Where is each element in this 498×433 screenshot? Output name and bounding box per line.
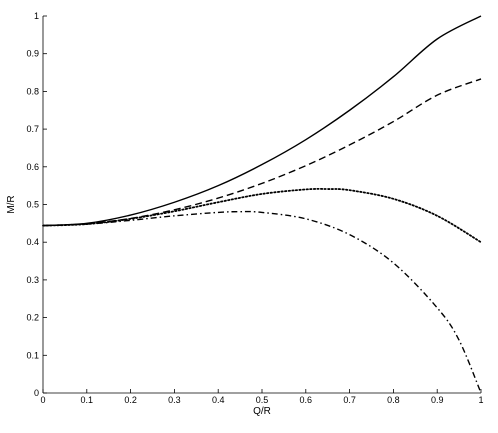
x-tick-label: 0.4 <box>212 395 225 405</box>
y-tick-label: 0.1 <box>26 350 39 360</box>
x-tick-label: 0.9 <box>431 395 444 405</box>
y-tick-label: 0.6 <box>26 162 39 172</box>
x-tick-label: 1 <box>478 395 483 405</box>
y-tick-label: 0.2 <box>26 313 39 323</box>
x-tick-label: 0.5 <box>256 395 269 405</box>
y-tick-label: 0.3 <box>26 275 39 285</box>
y-axis: 0 0.1 0.2 0.3 0.4 0.5 0.6 0.7 0.8 0.9 1 <box>26 11 47 398</box>
x-tick-label: 0.1 <box>81 395 94 405</box>
y-tick-label: 0 <box>34 388 39 398</box>
series-layer <box>42 15 482 394</box>
y-tick-label: 0.8 <box>26 86 39 96</box>
y-tick-label: 1 <box>34 11 39 21</box>
x-tick-label: 0.2 <box>124 395 137 405</box>
y-tick-label: 0.5 <box>26 200 39 210</box>
series-line-dashed <box>42 78 482 227</box>
y-tick-label: 0.7 <box>26 124 39 134</box>
x-tick-label: 0.8 <box>387 395 400 405</box>
x-tick-label: 0.7 <box>343 395 356 405</box>
x-axis: 0 0.1 0.2 0.3 0.4 0.5 0.6 0.7 0.8 0.9 1 <box>40 389 484 405</box>
series-line-solid <box>42 15 482 227</box>
y-tick-label: 0.4 <box>26 237 39 247</box>
y-tick-label: 0.9 <box>26 49 39 59</box>
x-tick-label: 0.3 <box>168 395 181 405</box>
series-line-dotted <box>42 187 482 244</box>
x-tick-label: 0 <box>40 395 45 405</box>
series-line-dashdot <box>42 210 482 394</box>
x-axis-label: Q/R <box>253 406 271 417</box>
y-axis-label: M/R <box>6 195 17 213</box>
x-tick-label: 0.6 <box>300 395 313 405</box>
